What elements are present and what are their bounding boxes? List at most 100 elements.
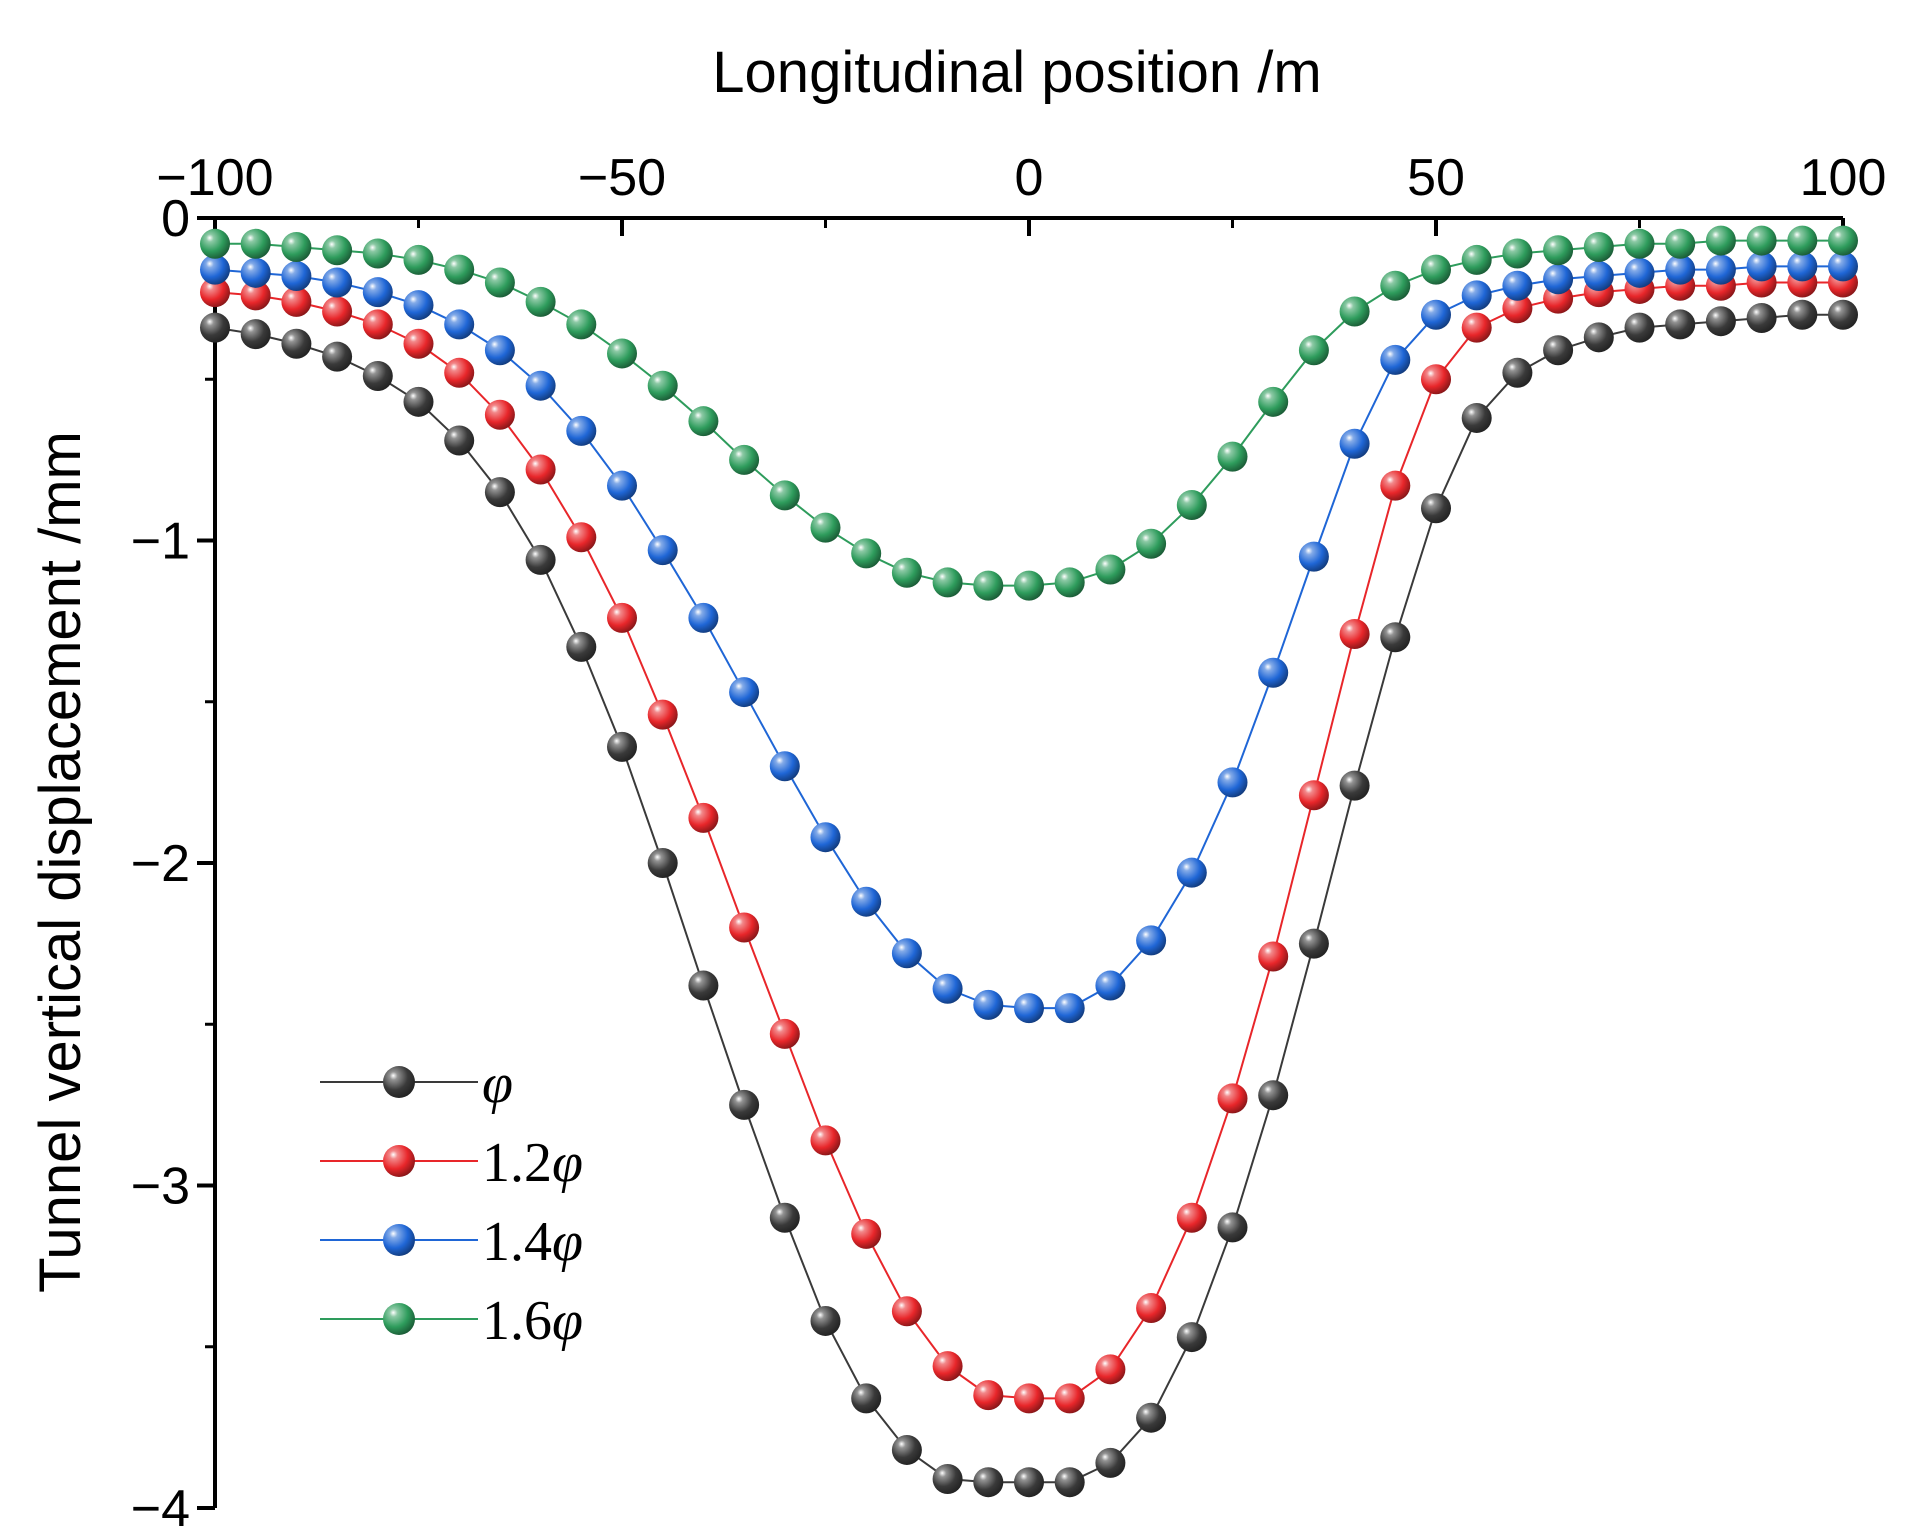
data-point [525, 454, 556, 485]
data-point [1339, 428, 1370, 459]
data-point [1787, 225, 1818, 256]
data-point [851, 1383, 882, 1414]
data-point [973, 1467, 1004, 1498]
data-point [1705, 225, 1736, 256]
data-point [932, 567, 963, 598]
legend-item: φ [320, 1053, 513, 1115]
data-point [1828, 251, 1858, 282]
x-tick-label: 100 [1800, 149, 1887, 207]
data-point [1298, 541, 1329, 572]
series-2 [200, 251, 1858, 1024]
data-point [1136, 1402, 1167, 1433]
data-point [525, 370, 556, 401]
data-point [1217, 1083, 1248, 1114]
data-point [1828, 225, 1858, 256]
series-line [214, 313, 1843, 1484]
data-point [607, 602, 637, 633]
x-axis-title: Longitudinal position /m [712, 40, 1321, 105]
data-point [1461, 280, 1492, 311]
data-point [1054, 567, 1085, 598]
data-point [1624, 228, 1655, 259]
data-point [1421, 493, 1451, 524]
legend-label: 1.2φ [482, 1132, 583, 1194]
data-point [1421, 254, 1451, 285]
data-point [322, 296, 353, 327]
data-point [973, 1380, 1004, 1411]
data-point [1054, 1383, 1085, 1414]
data-point [891, 1296, 922, 1327]
data-point [403, 328, 434, 359]
data-point [566, 415, 597, 446]
data-point [729, 444, 760, 475]
data-point [1339, 770, 1370, 801]
series-1 [200, 267, 1858, 1414]
y-axis-title: Tunnel vertical displacement /mm [28, 431, 93, 1293]
data-point [1543, 335, 1574, 366]
data-point [484, 399, 515, 430]
data-point [444, 357, 475, 388]
data-point [1502, 270, 1533, 301]
legend-item: 1.2φ [320, 1132, 583, 1194]
data-point [851, 1218, 882, 1249]
data-point [1421, 364, 1451, 395]
data-point [403, 386, 434, 417]
legend-label: φ [482, 1053, 513, 1115]
data-point [281, 328, 312, 359]
data-point [607, 731, 637, 762]
series-0 [200, 299, 1858, 1498]
y-tick-label: −2 [131, 835, 190, 893]
data-point [769, 751, 800, 782]
y-ticks: 0 −1 −2 −3 −4 [131, 190, 215, 1538]
data-point [647, 699, 678, 730]
data-point [851, 886, 882, 917]
data-point [444, 309, 475, 340]
data-point [810, 1305, 841, 1336]
data-point [1665, 254, 1696, 285]
legend-item: 1.4φ [320, 1211, 583, 1273]
y-tick-label: −3 [131, 1158, 190, 1216]
data-point [647, 535, 678, 566]
x-tick-label: −100 [156, 149, 273, 207]
data-point [1828, 299, 1858, 330]
data-point [1380, 344, 1411, 375]
data-point [1095, 1447, 1126, 1478]
legend-label: 1.6φ [482, 1290, 583, 1352]
data-point [1095, 1354, 1126, 1385]
legend-marker [383, 1145, 415, 1177]
legend-marker [383, 1303, 415, 1335]
legend: φ 1.2φ 1.4φ 1.6φ [320, 1053, 583, 1352]
data-point [240, 280, 271, 311]
data-point [1502, 238, 1533, 269]
data-point [281, 286, 312, 317]
data-point [403, 244, 434, 275]
data-point [891, 938, 922, 969]
data-point [322, 235, 353, 266]
data-point [1665, 309, 1696, 340]
data-point [1014, 993, 1044, 1024]
series-layer [200, 225, 1858, 1498]
legend-label: 1.4φ [482, 1211, 583, 1273]
data-point [1380, 270, 1411, 301]
data-point [1461, 244, 1492, 275]
y-tick-label: 0 [161, 190, 190, 248]
data-point [240, 228, 271, 259]
data-point [891, 1434, 922, 1465]
data-point [484, 477, 515, 508]
data-point [1461, 402, 1492, 433]
data-point [1461, 312, 1492, 343]
data-point [1543, 264, 1574, 295]
data-point [851, 538, 882, 569]
data-point [1217, 441, 1248, 472]
data-point [362, 238, 393, 269]
data-point [1583, 322, 1614, 353]
data-point [1583, 232, 1614, 263]
data-point [484, 267, 515, 298]
data-point [1095, 970, 1126, 1001]
legend-marker [383, 1066, 415, 1098]
legend-item: 1.6φ [320, 1290, 583, 1352]
data-point [1298, 335, 1329, 366]
data-point [932, 1351, 963, 1382]
data-point [1054, 1467, 1085, 1498]
data-point [322, 267, 353, 298]
data-point [688, 602, 719, 633]
